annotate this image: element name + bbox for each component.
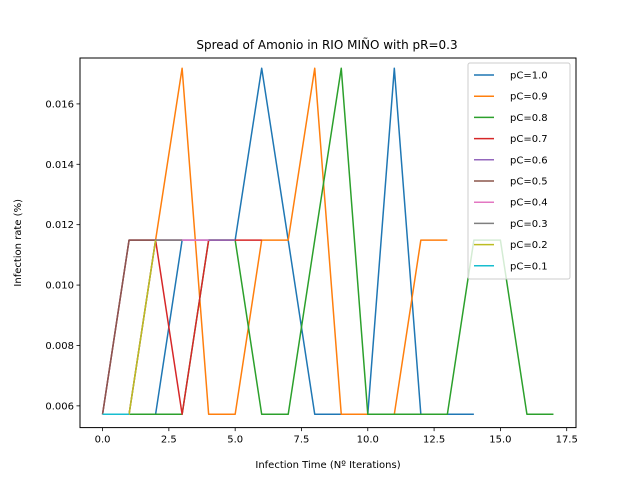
x-tick-label: 5.0 (227, 435, 243, 446)
y-tick-label: 0.016 (45, 99, 74, 110)
plot-frame (79, 57, 577, 429)
plot-area (101, 67, 554, 416)
legend-label: pC=0.6 (510, 155, 548, 166)
legend-label: pC=0.1 (510, 261, 548, 272)
x-tick-label: 2.5 (161, 435, 177, 446)
x-tick-label: 0.0 (95, 435, 111, 446)
y-tick-label: 0.012 (45, 220, 74, 231)
legend-label: pC=0.9 (510, 92, 548, 103)
legend-label: pC=0.3 (510, 219, 548, 230)
legend-label: pC=0.4 (510, 198, 548, 209)
x-axis-label: Infection Time (Nº Iterations) (255, 460, 400, 471)
legend-label: pC=0.7 (510, 134, 548, 145)
y-tick-label: 0.014 (45, 160, 74, 171)
legend-label: pC=0.5 (510, 177, 548, 188)
y-axis-label: Infection rate (%) (13, 199, 24, 287)
legend-label: pC=0.8 (510, 113, 548, 124)
x-tick-label: 10.0 (357, 435, 379, 446)
y-tick-label: 0.006 (45, 401, 74, 412)
y-tick-label: 0.008 (45, 341, 74, 352)
x-tick-label: 7.5 (294, 435, 310, 446)
chart-title: Spread of Amonio in RIO MIÑO with pR=0.3 (196, 37, 457, 52)
legend-label: pC=0.2 (510, 240, 548, 251)
legend: pC=1.0 pC=0.9 pC=0.8 pC=0.7 pC=0.6 pC=0.5 pC=0… (467, 62, 571, 280)
x-tick-label: 15.0 (489, 435, 511, 446)
legend-label: pC=1.0 (510, 71, 548, 82)
x-tick-label: 17.5 (556, 435, 578, 446)
x-tick-label: 12.5 (423, 435, 445, 446)
y-tick-label: 0.010 (45, 281, 74, 292)
